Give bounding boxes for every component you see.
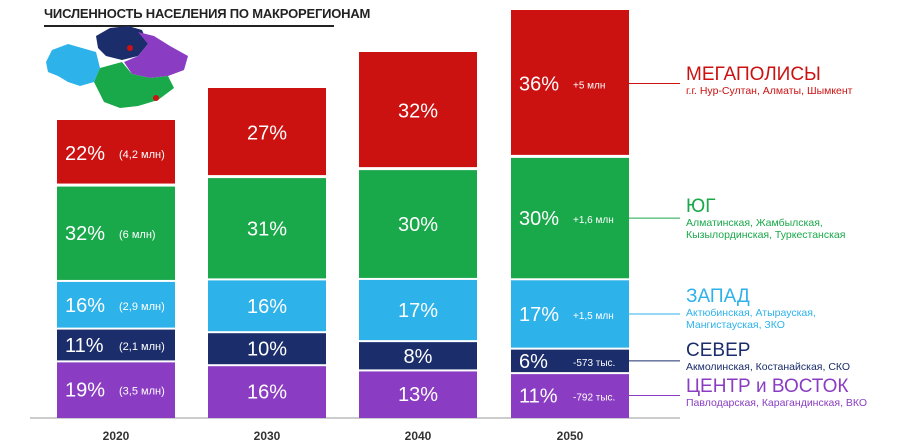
legend-name-center_east: ЦЕНТР и ВОСТОК bbox=[686, 376, 848, 397]
legend-name-north: СЕВЕР bbox=[686, 340, 750, 361]
data-label-megacities-2030: 27% bbox=[247, 123, 287, 145]
map-region-north bbox=[96, 26, 148, 60]
x-tick-label: 2050 bbox=[557, 429, 584, 443]
data-label-megacities-2020: 22% bbox=[65, 143, 105, 165]
data-label-megacities-2040: 32% bbox=[398, 101, 438, 123]
data-label-south-2030: 31% bbox=[247, 218, 287, 240]
legend-regions-south: Алматинская, Жамбылская, bbox=[686, 217, 823, 229]
data-note-south-2050: +1,6 млн bbox=[573, 215, 614, 226]
legend-regions-megacities: г.г. Нур-Султан, Алматы, Шымкент bbox=[686, 85, 853, 97]
data-note-west-2050: +1,5 млн bbox=[573, 311, 614, 322]
data-label-north-2030: 10% bbox=[247, 339, 287, 361]
data-label-south-2020: 32% bbox=[65, 223, 105, 245]
bar-segment-south-2020 bbox=[57, 186, 175, 280]
data-note-north-2020: (2,1 млн) bbox=[119, 341, 165, 353]
bar-segment-megacities-2020 bbox=[57, 120, 175, 184]
bar-segment-megacities-2040 bbox=[359, 52, 477, 168]
legend-name-west: ЗАПАД bbox=[686, 286, 750, 307]
legend-regions-south: Кызылординская, Туркестанская bbox=[686, 229, 845, 241]
legend-name-megacities: МЕГАПОЛИСЫ bbox=[686, 64, 821, 85]
data-label-north-2040: 8% bbox=[404, 346, 433, 368]
bar-segment-megacities-2050 bbox=[511, 10, 629, 155]
legend-regions-west: Актюбинская, Атырауская, bbox=[686, 307, 816, 319]
bar-segment-south-2050 bbox=[511, 157, 629, 279]
data-label-north-2050: 6% bbox=[519, 351, 548, 373]
data-label-north-2020: 11% bbox=[65, 335, 104, 357]
x-tick-label: 2040 bbox=[405, 429, 432, 443]
data-note-north-2050: -573 тыс. bbox=[573, 358, 615, 369]
kazakhstan-region-map bbox=[46, 26, 188, 108]
bar-segment-north-2030 bbox=[208, 333, 326, 365]
data-label-west-2030: 16% bbox=[247, 296, 287, 318]
bar-segment-center_east-2040 bbox=[359, 371, 477, 418]
data-label-center_east-2030: 16% bbox=[247, 382, 287, 404]
data-label-megacities-2050: 36% bbox=[519, 73, 559, 95]
data-label-center_east-2020: 19% bbox=[65, 380, 105, 402]
x-tick-label: 2030 bbox=[254, 429, 281, 443]
title-underline bbox=[44, 25, 334, 27]
x-tick-label: 2020 bbox=[103, 429, 130, 443]
data-label-west-2040: 17% bbox=[398, 300, 438, 322]
bar-segment-south-2040 bbox=[359, 170, 477, 278]
bar-segment-north-2050 bbox=[511, 349, 629, 373]
x-tick-labels: 2020 2030 2040 2050 bbox=[103, 429, 584, 443]
bar-segment-west-2030 bbox=[208, 280, 326, 332]
legend-regions-north: Акмолинская, Костанайская, СКО bbox=[686, 361, 850, 373]
data-note-megacities-2050: +5 млн bbox=[573, 80, 605, 91]
data-note-megacities-2020: (4,2 млн) bbox=[119, 149, 165, 161]
bar-segment-center_east-2030 bbox=[208, 366, 326, 418]
data-label-center_east-2050: 11% bbox=[519, 386, 558, 408]
map-region-center-east bbox=[124, 32, 188, 78]
legend-name-south: ЮГ bbox=[686, 196, 715, 217]
bars-group: 19% (3,5 млн) 11% (2,1 млн) 16% (2,9 млн) 32% (… bbox=[57, 10, 629, 418]
data-label-south-2040: 30% bbox=[398, 214, 438, 236]
bar-segment-west-2040 bbox=[359, 279, 477, 341]
data-note-center_east-2020: (3,5 млн) bbox=[119, 386, 165, 398]
legend-regions-center_east: Павлодарская, Карагандинская, ВКО bbox=[686, 397, 867, 409]
bar-segment-west-2020 bbox=[57, 281, 175, 328]
bar-segment-south-2030 bbox=[208, 178, 326, 279]
data-note-center_east-2050: -792 тыс. bbox=[573, 393, 615, 404]
bar-segment-north-2020 bbox=[57, 329, 175, 361]
map-city-dot bbox=[153, 95, 159, 101]
legend-regions-west: Мангистауская, ЗКО bbox=[686, 319, 785, 331]
bar-segment-center_east-2020 bbox=[57, 362, 175, 418]
map-city-dot bbox=[127, 45, 133, 51]
data-note-west-2020: (2,9 млн) bbox=[119, 301, 165, 313]
data-note-south-2020: (6 млн) bbox=[119, 229, 156, 241]
bar-segment-megacities-2030 bbox=[208, 88, 326, 176]
map-region-west bbox=[46, 44, 100, 86]
chart-title: ЧИСЛЕННОСТЬ НАСЕЛЕНИЯ ПО МАКРОРЕГИОНАМ bbox=[44, 6, 371, 21]
data-label-west-2050: 17% bbox=[519, 304, 559, 326]
data-label-center_east-2040: 13% bbox=[398, 384, 438, 406]
bar-segment-west-2050 bbox=[511, 280, 629, 348]
bar-segment-north-2040 bbox=[359, 342, 477, 370]
data-label-west-2020: 16% bbox=[65, 295, 105, 317]
bar-segment-center_east-2050 bbox=[511, 374, 629, 418]
data-label-south-2050: 30% bbox=[519, 208, 559, 230]
